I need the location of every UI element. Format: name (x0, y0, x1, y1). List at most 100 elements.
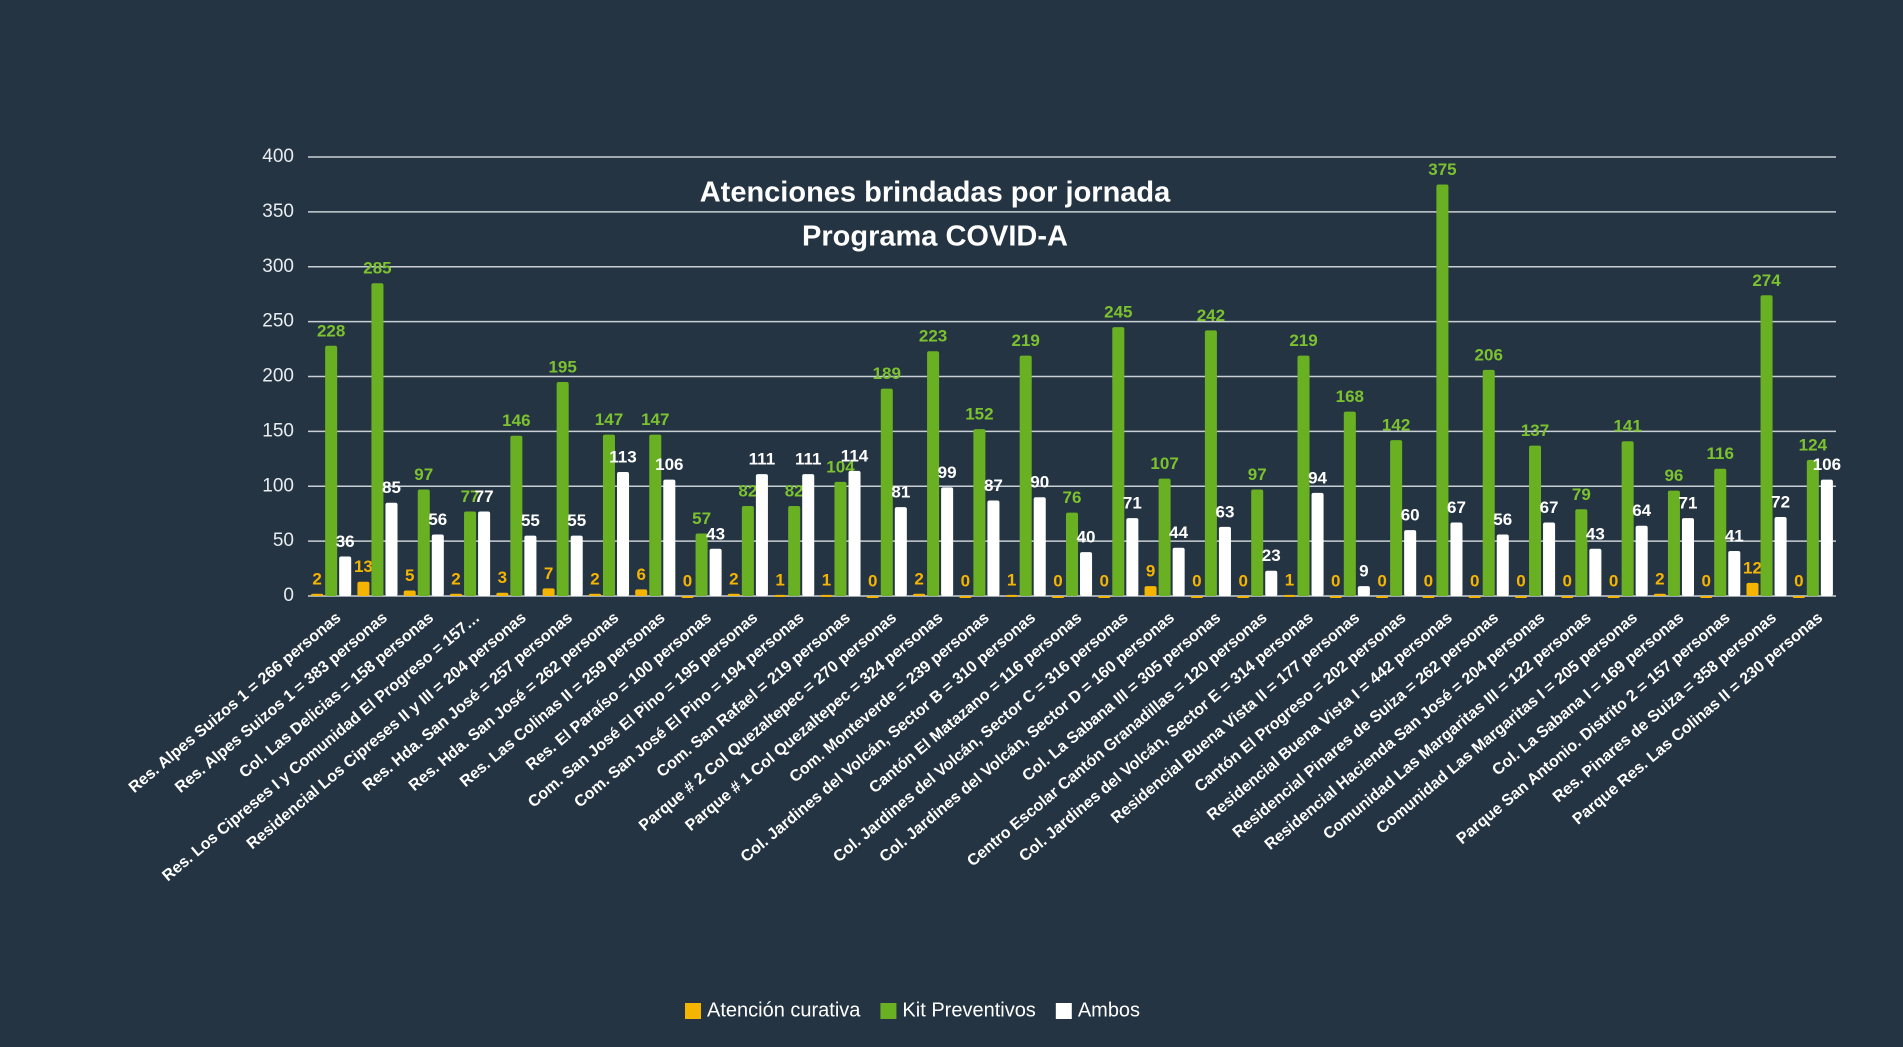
bar (1357, 586, 1370, 596)
bar (1792, 596, 1805, 598)
value-label: 56 (1493, 510, 1512, 529)
value-label: 168 (1336, 387, 1364, 406)
bar (1158, 478, 1171, 596)
value-label: 56 (428, 510, 447, 529)
value-label: 67 (1540, 498, 1559, 517)
bar (1514, 596, 1528, 598)
value-label: 219 (1012, 331, 1040, 350)
value-label: 43 (706, 524, 725, 543)
value-label: 0 (1192, 571, 1201, 590)
bar (1653, 593, 1666, 596)
value-label: 2 (590, 569, 599, 588)
bar (834, 481, 847, 596)
value-label: 2 (1655, 569, 1664, 588)
value-label: 3 (498, 568, 507, 587)
bar (1251, 489, 1264, 596)
bar (371, 283, 384, 596)
value-label: 0 (1701, 571, 1710, 590)
y-tick-label: 0 (283, 585, 294, 606)
bar (496, 592, 509, 596)
bar (1390, 440, 1403, 596)
value-label: 55 (521, 511, 540, 530)
value-label: 0 (961, 571, 970, 590)
value-label: 6 (636, 565, 645, 584)
value-label: 81 (891, 483, 910, 502)
value-label: 57 (692, 509, 711, 528)
bar (1329, 596, 1342, 598)
bar (450, 593, 463, 596)
value-label: 274 (1752, 271, 1781, 290)
value-label: 0 (1563, 571, 1572, 590)
bar (1283, 594, 1296, 597)
value-label: 285 (363, 259, 391, 278)
value-label: 64 (1632, 501, 1651, 520)
legend-swatch (1055, 1003, 1072, 1019)
bar (1190, 596, 1203, 598)
y-tick-label: 350 (262, 201, 294, 222)
value-label: 43 (1586, 524, 1605, 543)
value-label: 12 (1743, 558, 1762, 577)
value-label: 1 (1285, 570, 1294, 589)
y-tick-label: 250 (262, 311, 294, 332)
bar (709, 548, 722, 596)
bar (1468, 596, 1481, 598)
bar (1561, 596, 1574, 598)
bar (681, 596, 694, 598)
value-label: 106 (655, 455, 683, 474)
bar (1496, 534, 1509, 596)
bar (1311, 492, 1324, 596)
bar (1482, 369, 1495, 596)
bar (741, 506, 754, 596)
bar (570, 535, 583, 596)
value-label: 0 (1238, 571, 1247, 590)
value-label: 71 (1123, 494, 1142, 513)
bar (1621, 441, 1634, 596)
value-label: 245 (1104, 303, 1132, 322)
bar (1589, 548, 1602, 596)
bar (848, 470, 861, 596)
bar (755, 474, 768, 596)
bar (894, 507, 907, 596)
value-label: 124 (1799, 435, 1828, 454)
bar (464, 511, 477, 596)
y-tick-label: 50 (273, 530, 294, 551)
value-label: 113 (609, 447, 636, 466)
bar (1237, 596, 1250, 598)
value-label: 23 (1262, 546, 1281, 565)
y-tick-label: 100 (262, 475, 294, 496)
value-label: 0 (1470, 571, 1479, 590)
value-label: 41 (1725, 526, 1744, 545)
value-label: 77 (461, 487, 480, 506)
bar (556, 381, 569, 596)
value-label: 94 (1308, 468, 1327, 487)
bar (510, 435, 523, 596)
bar (927, 351, 940, 596)
value-label: 72 (1771, 492, 1790, 511)
bar (1051, 596, 1064, 598)
value-label: 0 (1424, 571, 1433, 590)
bar (1297, 355, 1310, 596)
bar (431, 534, 444, 596)
value-label: 107 (1150, 454, 1178, 473)
bar (1126, 518, 1139, 596)
value-label: 114 (841, 446, 869, 465)
bar (325, 345, 338, 596)
legend-label: Kit Preventivos (902, 999, 1035, 1021)
value-label: 82 (738, 481, 757, 500)
value-label: 82 (785, 481, 804, 500)
bar (973, 429, 986, 596)
value-label: 5 (405, 566, 414, 585)
y-tick-label: 150 (262, 420, 294, 441)
value-label: 375 (1428, 160, 1456, 179)
chart-title: Atenciones brindadas por jornada (700, 177, 1171, 209)
value-label: 99 (938, 463, 957, 482)
bar (311, 593, 324, 596)
value-label: 97 (1248, 465, 1267, 484)
value-label: 76 (1063, 488, 1082, 507)
value-label: 67 (1447, 498, 1466, 517)
bar (1065, 512, 1079, 596)
bar (1543, 522, 1556, 596)
bar (602, 434, 615, 596)
value-label: 71 (1679, 494, 1698, 513)
value-label: 111 (749, 450, 776, 469)
